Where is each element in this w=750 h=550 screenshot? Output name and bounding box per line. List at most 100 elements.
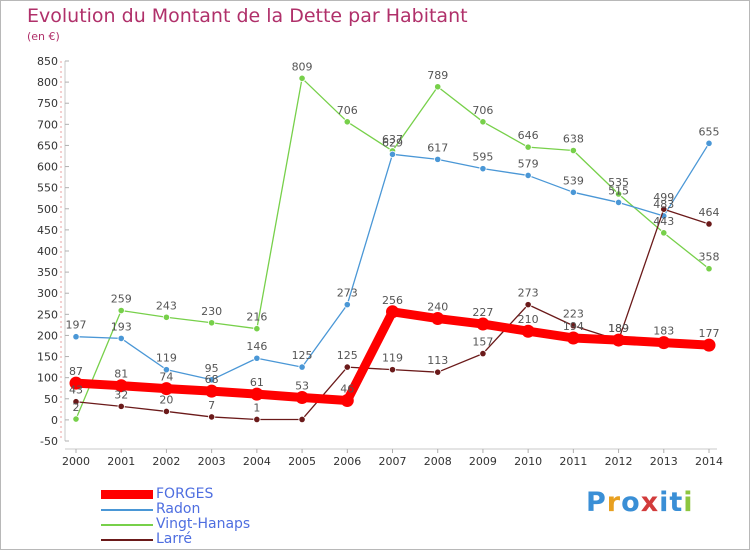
data-label-larr: 125	[337, 349, 358, 362]
data-point-larr	[524, 301, 532, 309]
data-label-larr: 157	[472, 336, 493, 349]
y-tick-label: 750	[37, 97, 58, 110]
legend-swatch-radon	[101, 508, 153, 511]
data-label-vingt-hanaps: 706	[337, 104, 358, 117]
y-tick-label: 800	[37, 76, 58, 89]
x-tick-label: 2005	[288, 455, 316, 468]
data-label-radon: 579	[518, 157, 539, 170]
data-point-forges	[521, 324, 535, 338]
legend-swatch-vingt-hanaps	[101, 523, 153, 526]
data-point-larr	[343, 363, 351, 371]
data-point-vingt-hanaps	[705, 265, 713, 273]
data-label-forges: 240	[427, 301, 448, 314]
logo-letter: P	[586, 487, 607, 518]
data-label-radon: 515	[608, 184, 629, 197]
y-tick-label: 400	[37, 245, 58, 258]
data-point-vingt-hanaps	[614, 190, 623, 198]
y-tick-label: 700	[37, 118, 58, 131]
data-label-radon: 197	[66, 319, 87, 332]
x-tick-label: 2006	[333, 455, 361, 468]
data-point-radon	[524, 171, 532, 180]
data-point-vingt-hanaps	[660, 229, 668, 237]
legend-label-radon: Radon	[156, 501, 201, 517]
x-tick-label: 2013	[650, 455, 678, 468]
y-tick-label: 600	[37, 161, 58, 174]
data-label-forges: 256	[382, 294, 403, 307]
x-tick-label: 2011	[559, 455, 587, 468]
data-label-radon: 273	[337, 287, 358, 300]
data-label-larr: 464	[699, 206, 720, 219]
data-label-vingt-hanaps: 809	[292, 60, 313, 73]
x-tick-label: 2002	[152, 455, 180, 468]
data-point-vingt-hanaps	[434, 83, 442, 91]
data-label-forges: 183	[653, 325, 674, 338]
data-label-radon: 193	[111, 320, 132, 333]
data-point-vingt-hanaps	[569, 146, 577, 155]
chart-title: Evolution du Montant de la Dette par Hab…	[27, 5, 468, 27]
data-point-radon	[479, 165, 487, 173]
data-label-larr: 119	[382, 352, 403, 365]
data-point-larr	[479, 349, 487, 358]
y-tick-label: 450	[37, 224, 58, 237]
data-label-forges: 46	[340, 382, 354, 395]
data-point-forges	[566, 331, 580, 345]
chart-unit: (en €)	[27, 30, 60, 43]
data-label-radon: 655	[699, 125, 720, 138]
data-point-forges	[159, 382, 173, 396]
data-label-vingt-hanaps: 230	[201, 305, 222, 318]
x-tick-label: 2014	[695, 455, 723, 468]
y-tick-label: 50	[44, 393, 58, 406]
data-label-vingt-hanaps: 637	[382, 133, 403, 146]
data-point-larr	[569, 322, 577, 330]
data-label-forges: 177	[699, 327, 720, 340]
data-point-vingt-hanaps	[72, 415, 80, 423]
data-point-vingt-hanaps	[208, 319, 216, 327]
y-tick-label: 350	[37, 266, 58, 279]
data-label-forges: 53	[295, 380, 309, 393]
data-point-vingt-hanaps	[524, 143, 532, 151]
data-point-larr	[660, 205, 668, 213]
data-point-forges	[114, 379, 128, 393]
data-point-radon	[72, 333, 80, 341]
data-point-radon	[614, 198, 623, 207]
logo-letter: x	[640, 487, 660, 518]
x-tick-label: 2001	[107, 455, 135, 468]
data-point-radon	[388, 150, 397, 158]
data-label-forges: 189	[608, 322, 629, 335]
data-label-radon: 629	[382, 136, 403, 149]
proxiti-logo: Proxiti	[586, 487, 694, 518]
data-label-radon: 119	[156, 352, 177, 365]
data-label-vingt-hanaps: 259	[111, 293, 132, 306]
x-tick-label: 2008	[424, 455, 452, 468]
y-tick-label: 100	[37, 372, 58, 385]
data-point-radon	[117, 334, 125, 342]
legend-item-larre: Larré	[101, 532, 250, 547]
data-label-vingt-hanaps: 706	[472, 104, 493, 117]
y-tick-label: 250	[37, 308, 58, 321]
data-point-radon	[569, 188, 577, 196]
data-point-larr	[705, 220, 713, 228]
data-point-larr	[162, 407, 171, 416]
data-label-larr: 273	[518, 287, 539, 300]
x-tick-label: 2009	[469, 455, 497, 468]
data-label-larr: 113	[427, 354, 448, 367]
data-label-larr: 499	[653, 191, 674, 204]
data-point-radon	[253, 354, 261, 362]
data-point-radon	[298, 363, 306, 371]
y-tick-label: -50	[40, 435, 58, 448]
y-tick-label: 500	[37, 203, 58, 216]
data-label-larr: 7	[208, 399, 215, 412]
data-label-vingt-hanaps: 535	[608, 176, 629, 189]
y-tick-label: 150	[37, 351, 58, 364]
data-point-larr	[298, 415, 306, 424]
legend-item-radon: Radon	[101, 502, 250, 517]
data-label-larr: 223	[563, 308, 584, 321]
data-point-forges	[250, 387, 264, 401]
data-label-radon: 595	[472, 151, 493, 164]
data-label-vingt-hanaps: 358	[699, 251, 720, 264]
data-point-radon	[434, 155, 442, 163]
x-tick-label: 2007	[379, 455, 407, 468]
data-label-radon: 146	[246, 340, 267, 353]
data-label-forges: 68	[205, 373, 219, 386]
